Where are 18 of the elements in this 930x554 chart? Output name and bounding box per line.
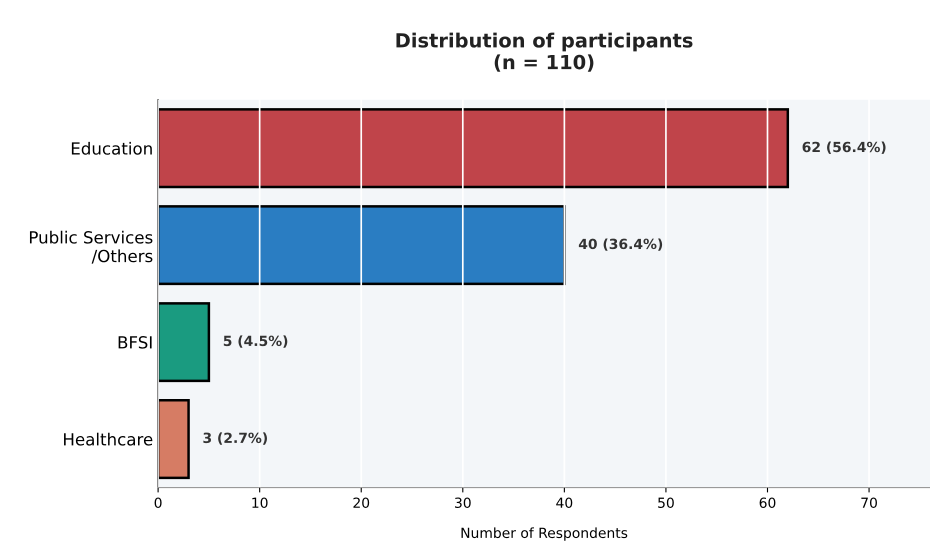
data-label: 3 (2.7%)	[203, 432, 267, 445]
x-tick-label: 70	[861, 497, 877, 508]
data-label: 5 (4.5%)	[224, 335, 288, 348]
x-tick-label: 30	[455, 497, 471, 508]
y-tick-label: BFSI	[118, 336, 152, 349]
x-tick-label: 50	[658, 497, 674, 508]
y-tick-label: Healthcare	[64, 432, 152, 446]
y-tick-label: Public Services /Others	[30, 230, 152, 264]
x-tick-label: 0	[154, 497, 162, 508]
x-tick-label: 20	[353, 497, 370, 508]
y-tick-label: Education	[72, 142, 152, 155]
x-tick-label: 40	[556, 497, 572, 508]
data-label: 40 (36.4%)	[578, 238, 662, 251]
chart-title: Distribution of participants (n = 110)	[396, 32, 692, 72]
x-tick-label: 60	[760, 497, 776, 508]
x-tick-label: 10	[252, 497, 268, 508]
x-axis-title: Number of Respondents	[462, 527, 628, 541]
data-label: 62 (56.4%)	[802, 141, 886, 154]
